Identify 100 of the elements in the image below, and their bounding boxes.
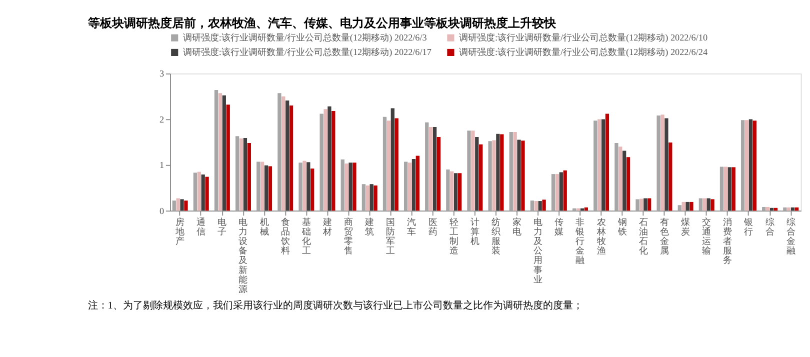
x-tick-label: 有色金属 [660,216,669,256]
bar [752,120,756,211]
bar [500,134,504,211]
bar [302,160,306,211]
bar [660,114,664,211]
x-tick-label: 电力及公用事业 [534,216,543,284]
bar [690,202,694,211]
bar [682,202,686,211]
bar [214,90,218,211]
bar [386,120,391,211]
bar [467,130,471,211]
bar [172,200,176,211]
bar [260,162,264,211]
bar [605,114,610,211]
bar [538,201,542,211]
x-tick-label: 建筑 [364,216,374,236]
bar [404,162,408,211]
bar [748,119,753,211]
bar [176,198,180,211]
x-tick-label: 电力设备及新能源 [238,216,248,294]
bar [432,126,437,211]
legend-label: 调研强度:该行业调研数量/行业公司总数量(12期移动) 2022/6/3 [182,32,428,43]
bar [324,109,328,211]
x-tick-label: 农林牧渔 [596,216,606,256]
bar [390,108,394,211]
bar [239,138,244,211]
bar [408,162,412,211]
x-tick-label: 石油石化 [638,216,648,256]
bar [471,130,475,211]
x-tick-label: 机械 [260,216,269,236]
bar [614,142,618,211]
bar [648,198,652,211]
y-tick-label: 3 [160,68,165,79]
x-tick-label: 食品饮料 [280,216,290,256]
x-tick-label: 综合 [765,216,774,236]
bar [513,132,517,211]
bar [530,200,534,211]
bar [668,142,672,211]
bar [698,198,703,211]
bar [458,173,462,211]
bar [446,169,450,211]
bar [496,134,500,211]
bar [310,168,314,211]
x-tick-label: 建材 [322,216,332,236]
bar [425,122,429,211]
bar [286,100,290,211]
x-tick-label: 综合金融 [786,216,796,256]
bar [636,199,640,211]
x-tick-label: 钢铁 [616,216,627,236]
y-tick-label: 0 [160,206,165,216]
bar [180,199,184,211]
bar [197,172,201,211]
bar [340,159,344,211]
bar [640,198,644,211]
bar [492,140,496,211]
bar [710,199,714,211]
bar [184,200,188,211]
bar [475,137,479,211]
legend-label: 调研强度:该行业调研数量/行业公司总数量(12期移动) 2022/6/24 [458,47,708,58]
bar [332,110,336,211]
bar [416,156,420,211]
legend-label: 调研强度:该行业调研数量/行业公司总数量(12期移动) 2022/6/10 [458,32,708,43]
bar [298,162,302,211]
bar [563,170,567,211]
bar [479,144,483,211]
bar [201,174,205,211]
bar [320,114,324,211]
text: 注：1、为了剔除规模效应，我们采用该行业的周度调研次数与该行业已上市公司数量之比作为调研热度的度量； [88,299,583,312]
bar [597,119,602,211]
legend-label: 调研强度:该行业调研数量/行业公司总数量(12期移动) 2022/6/17 [182,47,432,58]
bar [644,198,648,211]
bar [601,119,606,211]
chart-title: 等板块调研热度居前，农林牧渔、汽车、传媒、电力及公用事业等板块调研热度上升较快 [86,16,557,30]
x-tick-label: 医药 [428,216,438,236]
x-tick-label: 银行 [743,216,754,236]
bar [678,205,682,211]
x-tick-label: 纺织服装 [491,216,500,256]
bar [656,116,660,211]
x-tick-label: 非银行金融 [574,216,585,266]
bar [551,174,556,211]
bar [454,173,458,211]
bar [370,184,374,211]
bar [732,167,736,211]
bar [256,162,260,211]
bar [436,137,441,211]
bar [222,95,226,211]
bar [509,132,513,211]
x-tick-label: 消费者服务 [723,216,732,266]
x-tick-label: 电子 [218,216,227,236]
bar [517,140,521,211]
bar [264,165,268,211]
bar [622,150,626,211]
bar [728,167,732,211]
y-tick-label: 1 [160,160,165,170]
bar [235,136,240,211]
bar [247,142,251,211]
bar [278,93,282,211]
bar [762,206,766,211]
bar [226,104,230,211]
bar [352,162,356,211]
